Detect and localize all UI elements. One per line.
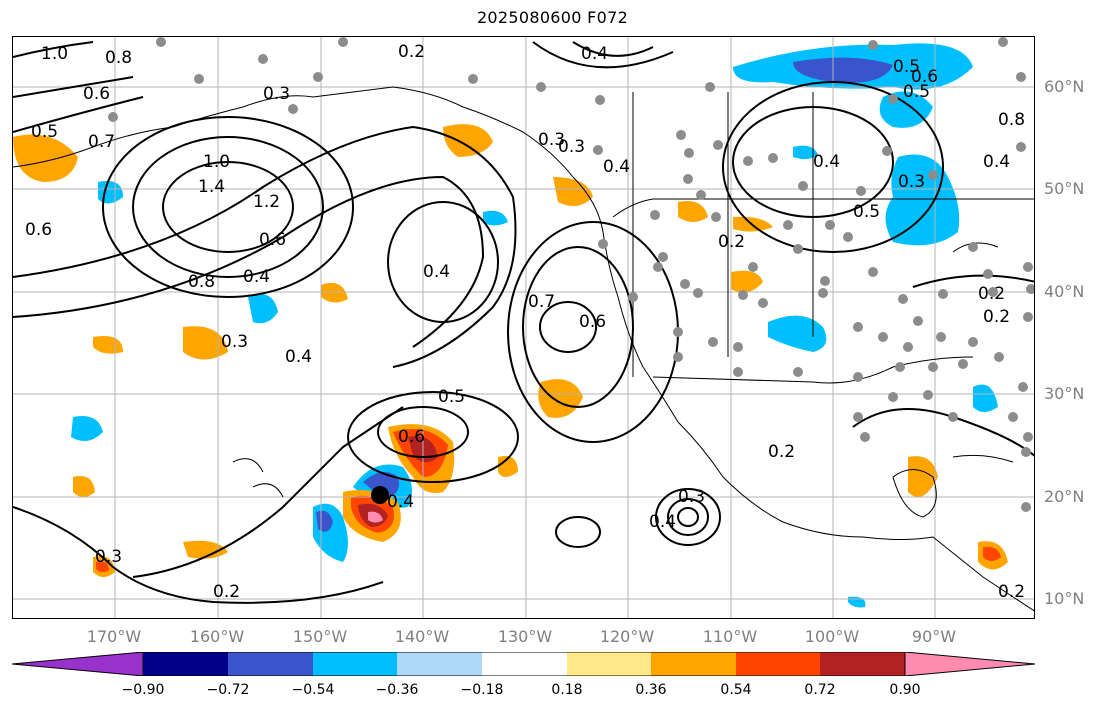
contour-label: 0.4 bbox=[983, 152, 1010, 172]
contour-label: 0.3 bbox=[263, 84, 290, 104]
longitude-label: 100°W bbox=[804, 627, 860, 646]
contour-label: 0.4 bbox=[285, 347, 312, 367]
storm-center-marker bbox=[371, 486, 389, 504]
colorbar-tick-label: −0.90 bbox=[121, 682, 165, 698]
latitude-label: 40°N bbox=[1044, 282, 1085, 301]
station-dots bbox=[108, 37, 1034, 512]
longitude-label: 160°W bbox=[189, 627, 245, 646]
contour-label: 0.2 bbox=[983, 307, 1010, 327]
colorbar-tick-label: 0.36 bbox=[635, 682, 667, 698]
colorbar-tick-label: 0.90 bbox=[889, 682, 921, 698]
contour-label: 0.6 bbox=[579, 312, 606, 332]
latitude-label: 30°N bbox=[1044, 384, 1085, 403]
contour-label: 0.5 bbox=[893, 57, 920, 77]
longitude-label: 90°W bbox=[911, 627, 957, 646]
contour-label: 0.6 bbox=[259, 230, 286, 250]
contour-label: 0.7 bbox=[528, 292, 555, 312]
contour-label: 0.6 bbox=[398, 427, 425, 447]
contour-label: 0.2 bbox=[768, 442, 795, 462]
contour-label: 0.4 bbox=[649, 512, 676, 532]
longitude-label: 140°W bbox=[394, 627, 450, 646]
contour-label: 0.6 bbox=[911, 67, 938, 87]
contour-label: 0.2 bbox=[213, 582, 240, 602]
colorbar-tick-label: 0.18 bbox=[551, 682, 583, 698]
contour-label: 0.5 bbox=[853, 202, 880, 222]
contour-label: 0.8 bbox=[188, 272, 215, 292]
colorbar-max-extension bbox=[904, 652, 1036, 676]
longitude-label: 150°W bbox=[292, 627, 348, 646]
coastlines bbox=[13, 86, 1034, 612]
contour-labels: 1.0 0.8 0.6 0.5 0.7 0.6 1.0 1.4 1.2 0.6 … bbox=[25, 42, 1025, 602]
colorbar-segment bbox=[567, 652, 651, 676]
colorbar-segment bbox=[736, 652, 820, 676]
contour-label: 0.2 bbox=[398, 42, 425, 62]
contour-label: 1.4 bbox=[198, 177, 225, 197]
colorbar-segment bbox=[820, 652, 905, 676]
colorbar-tick-label: 0.54 bbox=[720, 682, 752, 698]
colorbar-tick-label: −0.18 bbox=[460, 682, 504, 698]
graticule bbox=[13, 37, 1034, 618]
contour-label: 0.2 bbox=[998, 582, 1025, 602]
contour-label: 0.7 bbox=[88, 132, 115, 152]
colorbar-segment bbox=[143, 652, 228, 676]
contour-label: 0.8 bbox=[998, 110, 1025, 130]
contour-label: 0.4 bbox=[603, 157, 630, 177]
longitude-label: 170°W bbox=[86, 627, 142, 646]
colorbar-segment bbox=[313, 652, 397, 676]
contour-label: 0.3 bbox=[538, 130, 565, 150]
longitude-label: 130°W bbox=[497, 627, 553, 646]
colorbar-tick-label: 0.72 bbox=[804, 682, 836, 698]
contour-label: 1.0 bbox=[41, 44, 68, 64]
contour-label: 0.8 bbox=[105, 48, 132, 68]
latitude-label: 10°N bbox=[1044, 589, 1085, 608]
colorbar-min-extension bbox=[12, 652, 144, 676]
map-title: 2025080600 F072 bbox=[476, 8, 629, 27]
colorbar-segment bbox=[228, 652, 313, 676]
contour-label: 0.6 bbox=[83, 84, 110, 104]
contour-label: 0.3 bbox=[221, 332, 248, 352]
contour-label: 0.3 bbox=[558, 137, 585, 157]
map-canvas: 1.0 0.8 0.6 0.5 0.7 0.6 1.0 1.4 1.2 0.6 … bbox=[13, 37, 1034, 618]
contour-label: 1.0 bbox=[203, 152, 230, 172]
contour-label: 0.5 bbox=[31, 122, 58, 142]
colorbar-segment bbox=[482, 652, 567, 676]
contour-label: 0.3 bbox=[898, 172, 925, 192]
contour-label: 1.2 bbox=[253, 192, 280, 212]
longitude-label: 120°W bbox=[599, 627, 655, 646]
contour-label: 0.4 bbox=[581, 44, 608, 64]
colorbar bbox=[12, 652, 1036, 676]
colorbar-segment bbox=[397, 652, 482, 676]
latitude-label: 20°N bbox=[1044, 487, 1085, 506]
contour-label: 0.4 bbox=[387, 492, 414, 512]
contour-label: 0.5 bbox=[903, 82, 930, 102]
contour-label: 0.4 bbox=[423, 262, 450, 282]
colorbar-tick-label: −0.54 bbox=[291, 682, 335, 698]
colorbar-segment bbox=[651, 652, 736, 676]
contour-lines bbox=[13, 41, 1034, 604]
colorbar-tick-label: −0.72 bbox=[206, 682, 250, 698]
contour-label: 0.4 bbox=[813, 152, 840, 172]
colorbar-tick-label: −0.36 bbox=[375, 682, 419, 698]
contour-label: 0.6 bbox=[25, 220, 52, 240]
map-panel: 1.0 0.8 0.6 0.5 0.7 0.6 1.0 1.4 1.2 0.6 … bbox=[12, 36, 1035, 619]
contour-label: 0.5 bbox=[438, 387, 465, 407]
longitude-label: 110°W bbox=[702, 627, 758, 646]
latitude-label: 50°N bbox=[1044, 179, 1085, 198]
contour-label: 0.2 bbox=[718, 232, 745, 252]
latitude-label: 60°N bbox=[1044, 77, 1085, 96]
contour-label: 0.3 bbox=[95, 547, 122, 567]
contour-label: 0.3 bbox=[678, 487, 705, 507]
contour-label: 0.4 bbox=[243, 267, 270, 287]
